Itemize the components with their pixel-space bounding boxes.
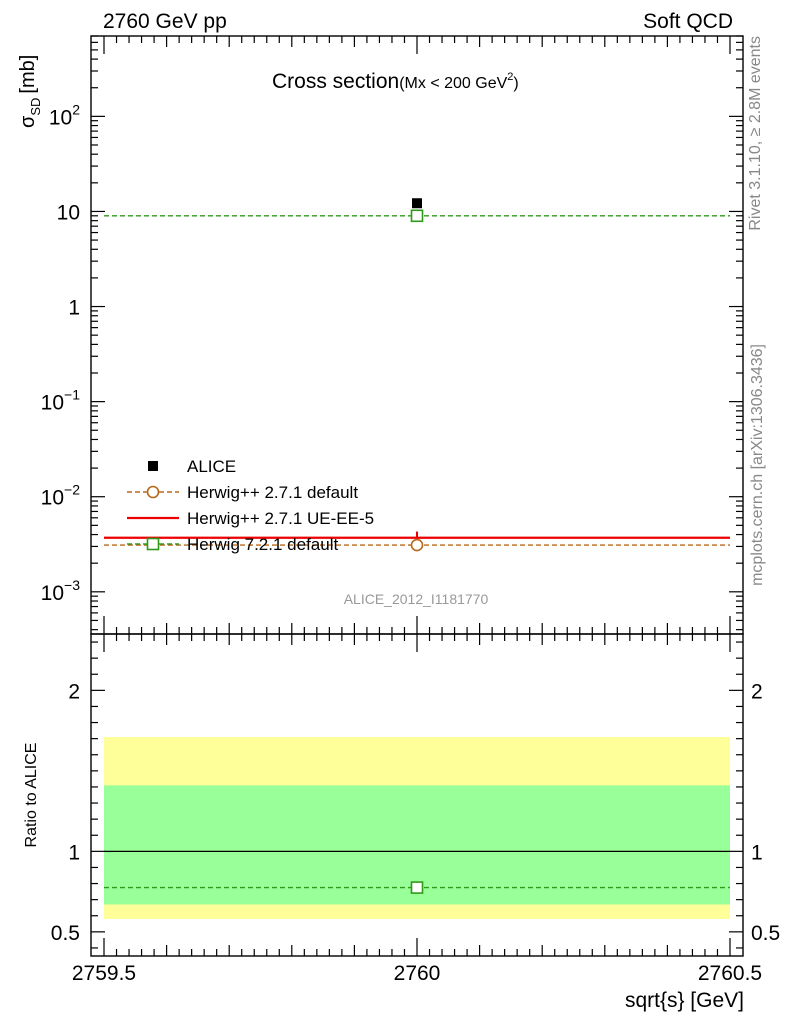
ratio-series xyxy=(104,850,730,894)
ratio-y-tick-label-right: 1 xyxy=(751,841,763,864)
legend-label: ALICE xyxy=(187,457,236,476)
x-tick-label: 2760 xyxy=(394,962,441,985)
mcplots-label: mcplots.cern.ch [arXiv:1306.3436] xyxy=(749,344,766,586)
y-tick-label: 10−3 xyxy=(41,577,81,605)
header-energy-label: 2760 GeV pp xyxy=(103,10,227,33)
legend-marker-square xyxy=(146,537,160,551)
herwigpp-default-marker xyxy=(410,538,424,552)
header-process-label: Soft QCD xyxy=(643,10,733,33)
ratio-y-tick-label: 2 xyxy=(68,680,80,703)
y-axis-label: σSD [mb] xyxy=(17,55,43,128)
y-axis-label-sub: SD xyxy=(28,98,43,116)
ratio-y-tick-label: 0.5 xyxy=(51,922,80,945)
main-series xyxy=(104,198,730,552)
legend-label: Herwig++ 2.7.1 default xyxy=(187,483,358,502)
y-tick-label: 10−2 xyxy=(41,482,81,510)
plot-title-close: ) xyxy=(513,75,518,92)
y-tick-label: 102 xyxy=(49,101,80,129)
plot-title-sub: (Mx < 200 GeV xyxy=(399,75,507,92)
legend-label: Herwig++ 2.7.1 UE-EE-5 xyxy=(187,509,374,528)
plot-title: Cross section(Mx < 200 GeV2) xyxy=(272,70,519,93)
main-y-axis: 10−3 10−2 10−1 1 10 102 xyxy=(41,35,743,631)
ratio-x-axis: 2759.5 2760 2760.5 xyxy=(72,634,762,985)
legend: ALICE Herwig++ 2.7.1 default Herwig++ 2.7.… xyxy=(127,457,374,554)
legend-marker-circle xyxy=(146,485,160,499)
main-x-ticks xyxy=(103,36,731,634)
ratio-herwig7-marker xyxy=(410,881,424,894)
ratio-y-axis: 0.5 0.5 1 1 2 2 xyxy=(51,641,780,949)
y-tick-label: 10−1 xyxy=(41,387,81,415)
herwig7-marker xyxy=(410,209,424,223)
ratio-y-tick-label: 1 xyxy=(68,841,80,864)
y-axis-label-symbol: σ xyxy=(17,115,39,128)
ratio-panel: 0.5 0.5 1 1 2 2 2759.5 2760 2760.5 Ratio to ALI… xyxy=(23,633,780,1012)
ratio-y-tick-label-right: 0.5 xyxy=(751,922,780,945)
x-axis-label: sqrt{s} [GeV] xyxy=(625,989,744,1012)
ratio-y-axis-label: Ratio to ALICE xyxy=(23,743,40,848)
analysis-watermark: ALICE_2012_I1181770 xyxy=(344,591,489,607)
y-axis-label-unit: [mb] xyxy=(17,55,39,94)
legend-label: Herwig 7.2.1 default xyxy=(187,535,338,554)
legend-marker-alice xyxy=(148,461,158,471)
ratio-y-tick-label-right: 2 xyxy=(751,680,763,703)
x-tick-label: 2759.5 xyxy=(72,962,136,985)
y-tick-label: 10 xyxy=(57,201,80,224)
main-panel: 10−3 10−2 10−1 1 10 102 Cross section(Mx < 20… xyxy=(17,35,744,635)
plot-title-sup: 2 xyxy=(507,71,513,83)
rivet-version-label: Rivet 3.1.10, ≥ 2.8M events xyxy=(747,36,764,231)
plot-title-main: Cross section xyxy=(272,70,399,93)
y-tick-label: 1 xyxy=(68,297,80,320)
alice-data-point xyxy=(412,198,422,209)
x-tick-label: 2760.5 xyxy=(698,962,762,985)
